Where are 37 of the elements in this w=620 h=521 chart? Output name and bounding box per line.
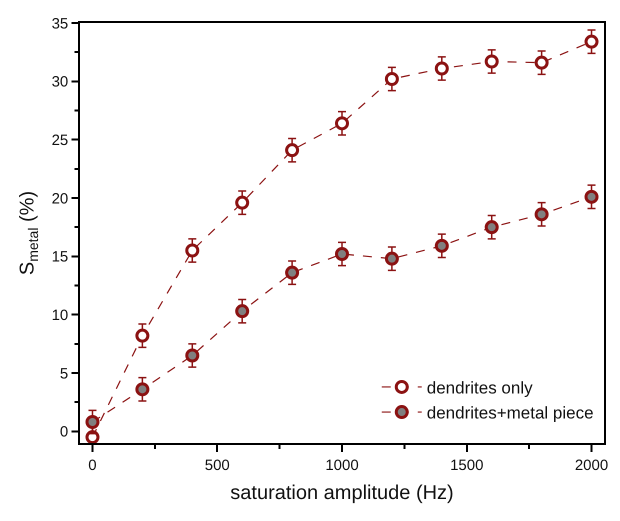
point (135, 382, 150, 396)
y-tick-label: 15 (52, 248, 68, 266)
y-tick-label: 35 (52, 15, 68, 32)
x-tick-label: 0 (88, 456, 97, 474)
point (235, 304, 250, 318)
y-tick-label: 25 (52, 132, 68, 149)
point (384, 252, 399, 266)
point (584, 190, 599, 204)
x-axis-title: saturation amplitude (Hz) (230, 482, 454, 504)
x-tick-label: 1000 (325, 456, 359, 474)
point (534, 56, 549, 70)
point (484, 54, 499, 68)
point (434, 62, 449, 76)
point (434, 238, 449, 253)
legend-label: dendrites+metal piece (426, 404, 594, 423)
y-tick-label: 20 (52, 190, 68, 208)
point (85, 415, 100, 429)
point (484, 220, 499, 234)
point (384, 72, 399, 86)
legend-label: dendrites only (426, 378, 534, 398)
point (135, 328, 150, 343)
point (285, 143, 300, 158)
point (185, 348, 200, 362)
x-tick-label: 1500 (450, 456, 484, 474)
point (534, 207, 549, 222)
y-tick-label: 0 (60, 424, 68, 441)
x-tick-label: 500 (204, 456, 230, 474)
y-tick-label: 10 (52, 306, 68, 324)
y-tick-label: 30 (52, 74, 68, 91)
point (235, 196, 250, 210)
point (335, 247, 349, 261)
point (335, 116, 349, 130)
point (185, 244, 200, 258)
point (584, 34, 599, 49)
x-tick-label: 2000 (574, 456, 608, 474)
y-tick-label: 5 (60, 365, 68, 382)
point (285, 266, 300, 280)
